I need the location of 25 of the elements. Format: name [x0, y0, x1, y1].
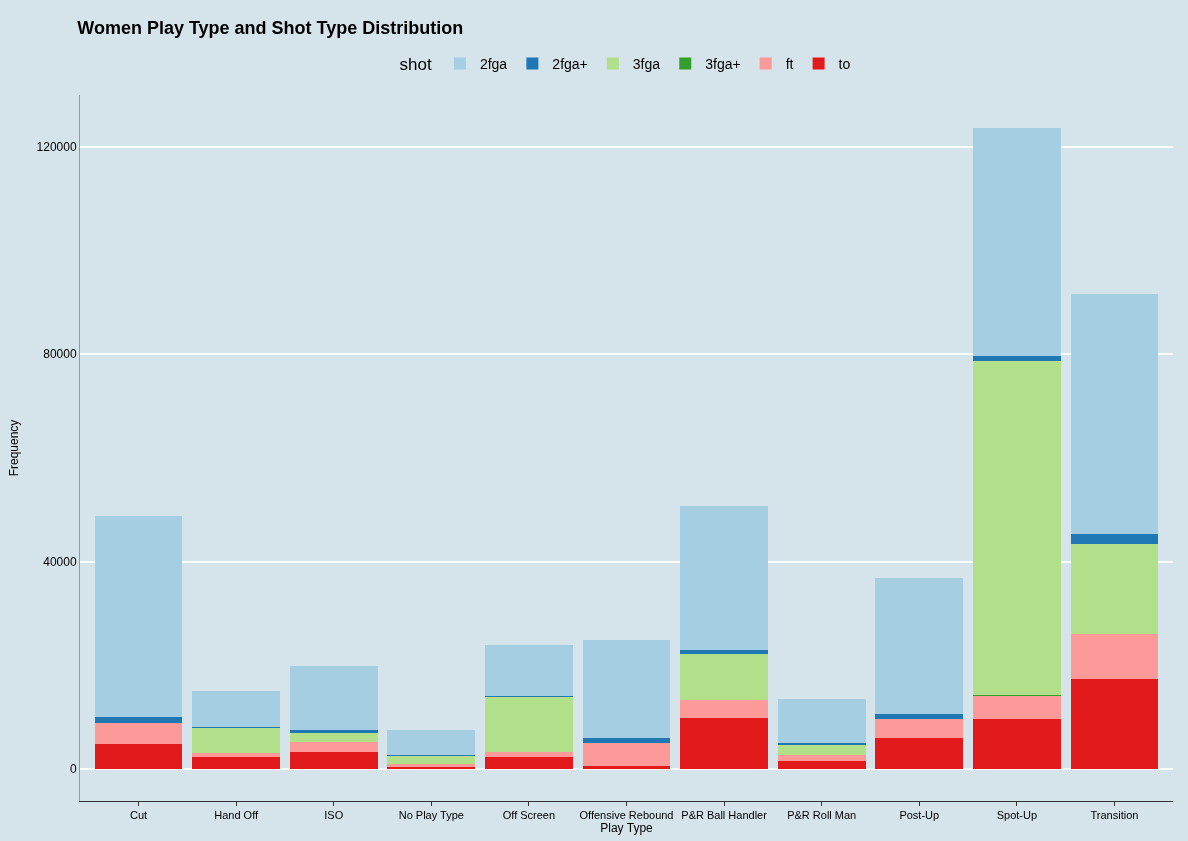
x-tick-label: Hand Off [214, 809, 259, 822]
legend-label: to [838, 55, 851, 72]
x-tick-label: P&R Ball Handler [681, 809, 768, 822]
x-tick-label: ISO [324, 809, 344, 822]
x-axis-title: Play Type [600, 821, 654, 836]
y-tick-label: 80000 [43, 347, 77, 362]
x-tick-label: Transition [1090, 809, 1139, 822]
x-tick-label: P&R Roll Man [787, 809, 857, 822]
x-tick-label: Cut [129, 809, 148, 822]
x-tick-label: Spot-Up [996, 809, 1038, 822]
y-axis-title: Frequency [6, 419, 21, 477]
legend-label: 3fga+ [705, 55, 741, 72]
legend-label: ft [785, 55, 794, 72]
legend-label: 3fga [632, 55, 661, 72]
legend-title: shot [399, 54, 432, 74]
x-tick-label: Offensive Rebound [579, 809, 674, 822]
chart-title: Women Play Type and Shot Type Distribution [77, 17, 464, 38]
legend-label: 2fga+ [552, 55, 588, 72]
legend-label: 2fga [479, 55, 508, 72]
y-tick-label: 0 [69, 762, 77, 777]
x-tick-label: Post-Up [899, 809, 940, 822]
y-tick-label: 40000 [43, 554, 77, 569]
y-tick-label: 120000 [36, 140, 77, 155]
x-tick-label: Off Screen [502, 809, 556, 822]
x-tick-label: No Play Type [398, 809, 464, 822]
